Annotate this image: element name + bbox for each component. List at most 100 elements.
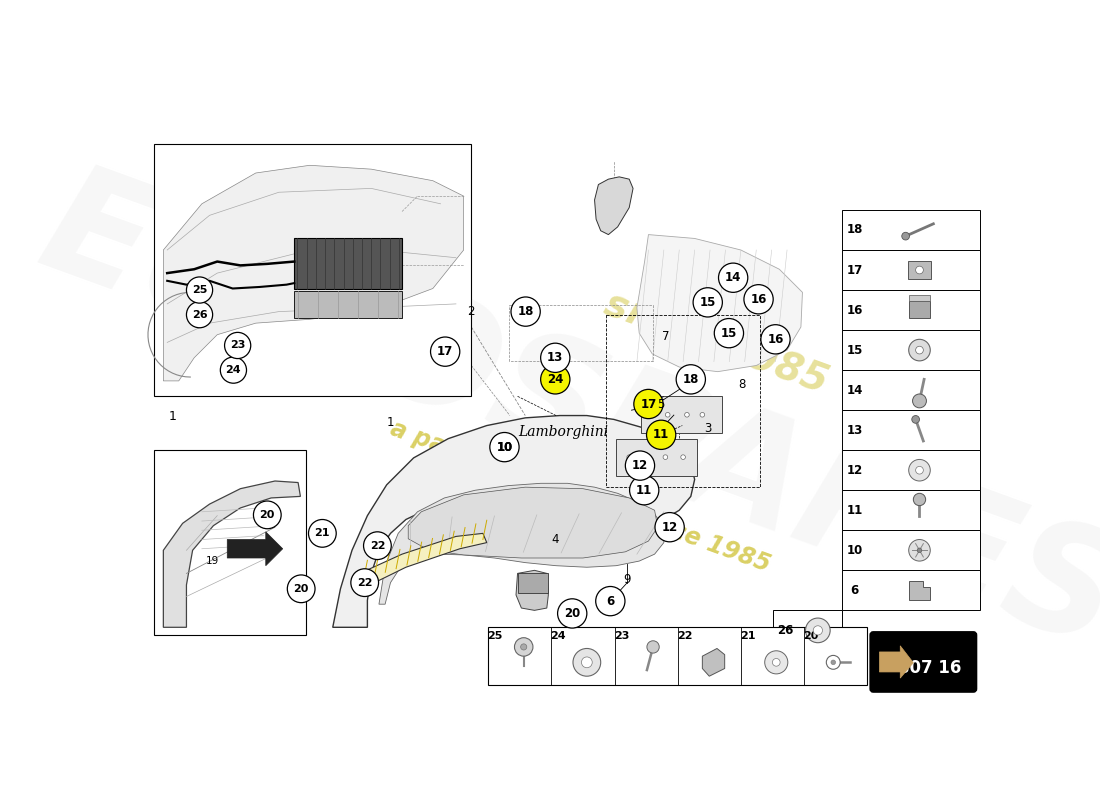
Text: Lamborghini: Lamborghini bbox=[519, 425, 608, 438]
Text: 15: 15 bbox=[700, 296, 716, 309]
Polygon shape bbox=[909, 581, 931, 599]
Circle shape bbox=[430, 337, 460, 366]
Polygon shape bbox=[332, 415, 695, 627]
Circle shape bbox=[805, 618, 830, 642]
Circle shape bbox=[913, 494, 926, 506]
Circle shape bbox=[915, 346, 923, 354]
Polygon shape bbox=[637, 234, 803, 372]
Text: 12: 12 bbox=[661, 521, 678, 534]
Bar bbox=[843, 490, 979, 530]
Polygon shape bbox=[516, 570, 548, 610]
Circle shape bbox=[351, 569, 378, 597]
Text: 1: 1 bbox=[386, 416, 394, 429]
Text: 10: 10 bbox=[847, 544, 862, 557]
Polygon shape bbox=[360, 534, 486, 587]
Text: 24: 24 bbox=[226, 365, 241, 375]
Text: 11: 11 bbox=[636, 484, 652, 497]
Circle shape bbox=[645, 455, 649, 459]
Text: 9: 9 bbox=[624, 573, 631, 586]
Circle shape bbox=[520, 644, 527, 650]
Text: 13: 13 bbox=[547, 351, 563, 364]
Text: 17: 17 bbox=[437, 345, 453, 358]
Polygon shape bbox=[594, 177, 634, 234]
Text: 22: 22 bbox=[676, 630, 692, 641]
Text: 16: 16 bbox=[750, 293, 767, 306]
Bar bbox=[616, 438, 697, 476]
Text: 17: 17 bbox=[847, 263, 862, 277]
Bar bbox=[843, 450, 979, 490]
Circle shape bbox=[582, 657, 592, 668]
Circle shape bbox=[915, 466, 923, 474]
Circle shape bbox=[714, 318, 744, 348]
Circle shape bbox=[826, 655, 840, 670]
Circle shape bbox=[917, 548, 922, 553]
Text: 20: 20 bbox=[294, 584, 309, 594]
Circle shape bbox=[627, 455, 631, 459]
Circle shape bbox=[915, 266, 923, 274]
Text: 10: 10 bbox=[496, 441, 513, 454]
Text: 25: 25 bbox=[487, 630, 503, 641]
Text: 14: 14 bbox=[725, 271, 741, 284]
Text: 26: 26 bbox=[191, 310, 208, 320]
Bar bbox=[843, 290, 979, 330]
Bar bbox=[640, 396, 722, 434]
Circle shape bbox=[761, 325, 790, 354]
Circle shape bbox=[573, 649, 601, 676]
Circle shape bbox=[647, 641, 659, 653]
Bar bbox=[909, 301, 931, 318]
Circle shape bbox=[913, 394, 926, 408]
Text: 24: 24 bbox=[550, 630, 566, 641]
Text: 807 16: 807 16 bbox=[898, 659, 961, 677]
Circle shape bbox=[647, 420, 675, 450]
Text: 24: 24 bbox=[547, 373, 563, 386]
Text: 6: 6 bbox=[606, 594, 615, 608]
Circle shape bbox=[646, 413, 651, 417]
Bar bbox=[517, 574, 548, 593]
Text: EUROSPARES: EUROSPARES bbox=[22, 152, 1100, 680]
Text: 26: 26 bbox=[778, 624, 794, 637]
Circle shape bbox=[253, 501, 282, 529]
Bar bbox=[908, 261, 931, 279]
Polygon shape bbox=[880, 646, 913, 678]
Bar bbox=[843, 370, 979, 410]
Text: 23: 23 bbox=[614, 630, 629, 641]
Text: 20: 20 bbox=[803, 630, 818, 641]
Polygon shape bbox=[408, 487, 658, 558]
Text: 15: 15 bbox=[720, 326, 737, 340]
Circle shape bbox=[718, 263, 748, 292]
Bar bbox=[843, 410, 979, 450]
Circle shape bbox=[676, 365, 705, 394]
Text: 1: 1 bbox=[168, 410, 176, 423]
Bar bbox=[154, 450, 306, 635]
Circle shape bbox=[663, 455, 668, 459]
Text: 22: 22 bbox=[358, 578, 373, 588]
Text: 13: 13 bbox=[847, 424, 862, 437]
Text: 17: 17 bbox=[640, 398, 657, 410]
Text: 10: 10 bbox=[496, 441, 513, 454]
Bar bbox=[843, 210, 979, 250]
Polygon shape bbox=[228, 532, 283, 566]
Text: 16: 16 bbox=[768, 333, 783, 346]
Polygon shape bbox=[703, 649, 725, 676]
Bar bbox=[843, 570, 979, 610]
Text: 4: 4 bbox=[551, 533, 559, 546]
Text: 18: 18 bbox=[683, 373, 698, 386]
Text: 21: 21 bbox=[740, 630, 756, 641]
Text: 8: 8 bbox=[738, 378, 746, 390]
Circle shape bbox=[220, 357, 246, 383]
Circle shape bbox=[558, 599, 587, 628]
Circle shape bbox=[764, 650, 788, 674]
Text: 12: 12 bbox=[847, 464, 862, 477]
Circle shape bbox=[912, 415, 920, 423]
Circle shape bbox=[187, 277, 212, 303]
Circle shape bbox=[693, 288, 723, 317]
Text: 6: 6 bbox=[850, 584, 859, 597]
Text: 11: 11 bbox=[847, 504, 862, 517]
Circle shape bbox=[830, 660, 836, 665]
Bar bbox=[488, 627, 867, 685]
Text: 16: 16 bbox=[847, 303, 864, 317]
Circle shape bbox=[515, 638, 534, 656]
Text: 14: 14 bbox=[847, 384, 864, 397]
Text: 23: 23 bbox=[230, 341, 245, 350]
Bar bbox=[295, 238, 403, 289]
